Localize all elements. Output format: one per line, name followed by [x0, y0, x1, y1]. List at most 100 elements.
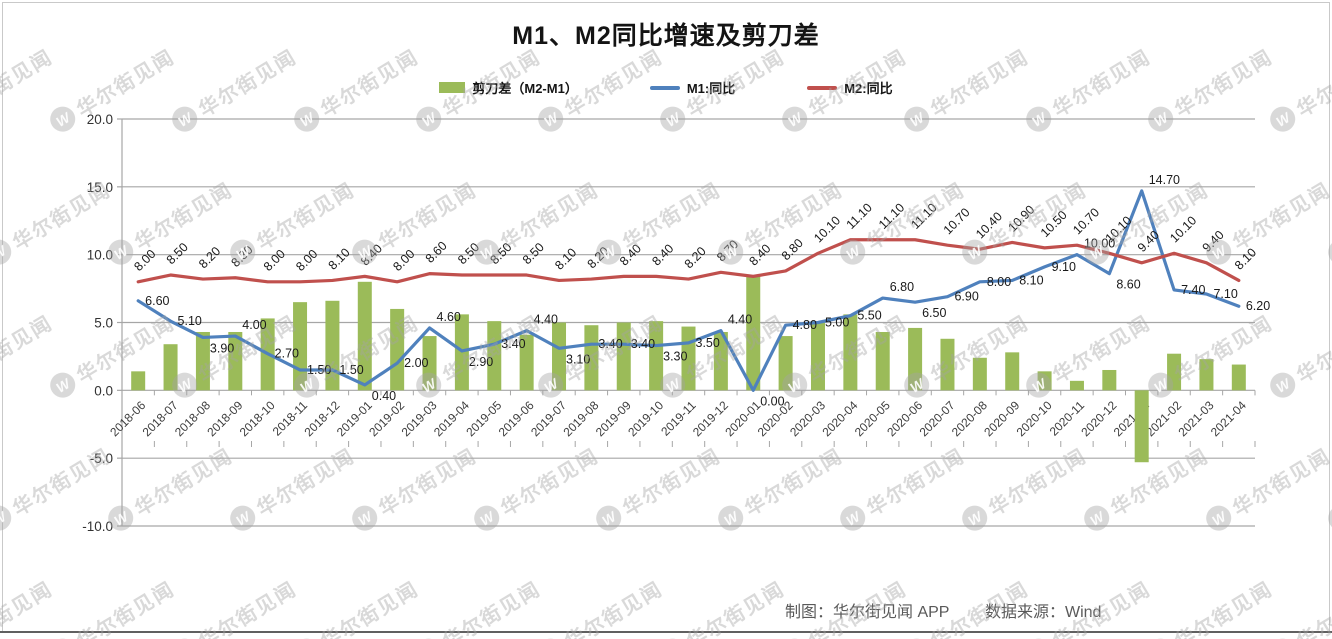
chart-legend: 剪刀差（M2-M1） M1:同比 M2:同比 [0, 78, 1332, 97]
m2-data-label: 9.40 [1135, 228, 1162, 255]
m2-data-label: 8.50 [520, 240, 547, 267]
m1-data-label: 3.10 [566, 352, 590, 366]
m1-data-label: 4.40 [728, 313, 752, 327]
m2-data-label: 9.40 [1200, 228, 1227, 255]
spread-bar [1069, 380, 1084, 391]
m2-data-label: 8.50 [164, 240, 191, 267]
spread-bar [1167, 353, 1182, 391]
spread-bar [357, 281, 372, 391]
m1-data-label: 6.60 [145, 294, 169, 308]
spread-bar [422, 336, 437, 391]
m2-data-label: 8.00 [390, 247, 417, 274]
footer-credit: 制图：华尔街见闻 APP [785, 604, 950, 621]
m1-data-label: 3.40 [501, 337, 525, 351]
chart-title: M1、M2同比增速及剪刀差 [512, 22, 820, 50]
spread-bar [552, 322, 567, 391]
y-axis-label: -10.0 [82, 519, 113, 534]
m1-data-label: 7.40 [1181, 283, 1205, 297]
m1-data-label: 4.80 [793, 318, 817, 332]
y-axis-label: 20.0 [87, 112, 113, 127]
m2-data-label: 11.10 [844, 200, 875, 231]
m1-data-label: 8.10 [1019, 273, 1043, 287]
spread-bar [616, 322, 631, 391]
m1-data-label: 10.00 [1084, 237, 1115, 251]
m2-data-label: 10.10 [811, 213, 843, 245]
m1-series-swatch [649, 85, 680, 90]
m1-data-label: 3.30 [663, 350, 687, 364]
y-axis-label: 10.0 [87, 248, 113, 263]
m2-data-label: 10.90 [1005, 203, 1037, 235]
spread-bar [390, 308, 405, 391]
m1-data-label: 2.90 [469, 355, 493, 369]
m2-data-label: 8.20 [196, 244, 223, 271]
legend-label-spread: 剪刀差（M2-M1） [472, 81, 578, 96]
m1-data-label: 6.80 [890, 280, 914, 294]
spread-series-swatch [439, 82, 466, 93]
m1-data-label: 1.50 [339, 363, 363, 377]
m1-data-label: 6.90 [954, 290, 978, 304]
m1-data-label: 4.00 [242, 318, 266, 332]
m2-data-label: 10.50 [1038, 208, 1070, 240]
spread-bar [195, 331, 210, 391]
x-axis-label: 2020-10 [1014, 398, 1055, 439]
bottom-divider [0, 631, 1332, 633]
m1-data-label: 14.70 [1149, 173, 1180, 187]
spread-bar [908, 327, 923, 391]
m1-data-label: 3.90 [210, 341, 234, 355]
footer-source: 数据来源：Wind [985, 604, 1102, 621]
m2-data-label: 8.10 [326, 245, 353, 272]
spread-bar [810, 321, 825, 391]
m1-data-label: 4.60 [437, 310, 461, 324]
m2-data-label: 8.80 [779, 236, 806, 263]
spread-bar [843, 314, 858, 391]
x-axis-label: 2019-10 [625, 398, 666, 439]
m1-data-label: 4.40 [534, 313, 558, 327]
spread-bar [940, 338, 955, 391]
m2-data-label: 10.70 [941, 205, 973, 237]
m2-data-label: 8.70 [714, 237, 741, 264]
spread-bar [1102, 369, 1117, 391]
m2-data-label: 8.40 [358, 241, 385, 268]
m2-series-swatch [807, 85, 838, 90]
m1-data-label: 7.10 [1213, 287, 1237, 301]
m1-data-label: 1.50 [307, 363, 331, 377]
m2-data-label: 8.10 [552, 245, 579, 272]
m2-data-label: 8.10 [1232, 245, 1259, 272]
m1-data-label: 3.50 [696, 336, 720, 350]
m1-data-label: 2.70 [275, 347, 299, 361]
m1-line [136, 189, 1241, 392]
spread-bar [131, 371, 146, 391]
m2-data-label: 11.10 [908, 200, 939, 231]
spread-bar [649, 321, 664, 391]
spread-bar [1005, 352, 1020, 391]
m1-data-label: 2.00 [404, 356, 428, 370]
spread-bar [778, 336, 793, 391]
spread-bar [875, 331, 890, 391]
m1-data-label: 5.50 [857, 309, 881, 323]
m2-data-label: 8.20 [585, 244, 612, 271]
spread-bar [1199, 359, 1214, 391]
m2-data-label: 8.60 [423, 239, 450, 266]
spread-bar [972, 357, 987, 391]
legend-label-m2: M2:同比 [844, 81, 893, 96]
m2-data-label: 8.40 [649, 241, 676, 268]
m1-data-label: 6.20 [1246, 299, 1270, 313]
m2-data-label: 8.00 [261, 247, 288, 274]
m1-data-label: 3.40 [598, 337, 622, 351]
spread-bar [1134, 390, 1149, 463]
legend-item-spread: 剪刀差（M2-M1） [439, 78, 578, 97]
m2-data-label: 8.00 [131, 247, 158, 274]
spread-bar [1037, 371, 1052, 391]
m1-data-label: 6.50 [922, 306, 946, 320]
m1-data-label: 9.10 [1052, 260, 1076, 274]
m2-data-label: 10.10 [1167, 213, 1199, 245]
m1-data-label: 0.40 [372, 389, 396, 403]
spread-bar [713, 331, 728, 391]
m1-data-label: 5.00 [825, 316, 849, 330]
y-axis-label: 0.0 [94, 383, 113, 398]
m1-data-label: 3.40 [631, 337, 655, 351]
spread-bar [584, 325, 599, 391]
y-axis-label: -5.0 [90, 451, 113, 466]
